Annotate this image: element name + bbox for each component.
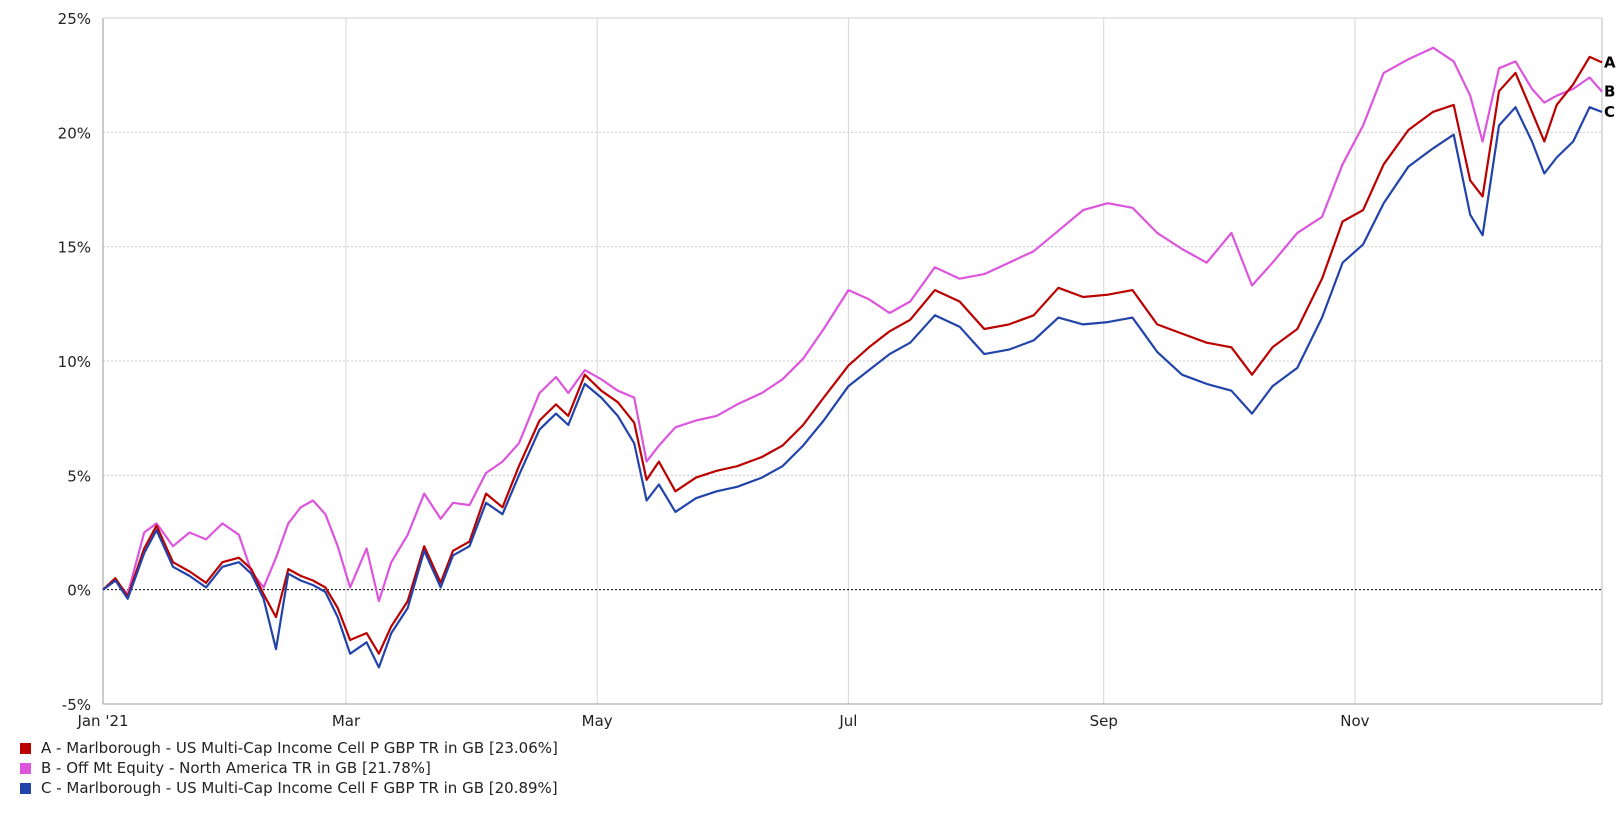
series-line-a (102, 55, 1603, 655)
legend-swatch (20, 782, 31, 794)
grid-lines (103, 17, 1602, 704)
y-tick-label: 20% (58, 124, 91, 142)
legend-item-a: A - Marlborough - US Multi-Cap Income Ce… (20, 738, 558, 758)
series-lines (102, 46, 1603, 669)
y-tick-label: 5% (67, 467, 91, 485)
y-tick-label: 25% (58, 10, 91, 28)
y-tick-label: 15% (58, 239, 91, 257)
series-end-label-a: A (1604, 53, 1616, 71)
x-tick-label: Jan '21 (76, 712, 128, 730)
x-tick-label: Nov (1340, 712, 1369, 730)
x-tick-label: Jul (838, 712, 857, 730)
axes: 25% 20% 15% 10% 5% 0% -5%Jan '21 Mar May Jul Sep No… (58, 10, 1603, 730)
legend-label: B - Off Mt Equity - North America TR in … (41, 759, 431, 777)
legend-swatch (20, 762, 31, 774)
y-tick-label: 0% (67, 582, 91, 600)
x-tick-label: Mar (332, 712, 361, 730)
legend-item-c: C - Marlborough - US Multi-Cap Income Ce… (20, 778, 558, 798)
y-tick-label: -5% (62, 696, 91, 714)
legend-label: A - Marlborough - US Multi-Cap Income Ce… (41, 739, 558, 757)
series-end-labels: ABC (1604, 53, 1616, 121)
legend: A - Marlborough - US Multi-Cap Income Ce… (20, 738, 558, 798)
series-end-label-c: C (1604, 103, 1615, 121)
legend-label: C - Marlborough - US Multi-Cap Income Ce… (41, 779, 558, 797)
series-end-label-b: B (1604, 83, 1615, 101)
x-tick-label: Sep (1090, 712, 1118, 730)
legend-item-b: B - Off Mt Equity - North America TR in … (20, 758, 558, 778)
series-line-b (102, 46, 1603, 603)
legend-swatch (20, 742, 31, 754)
x-tick-label: May (582, 712, 613, 730)
y-tick-label: 10% (58, 353, 91, 371)
series-line-c (102, 106, 1603, 669)
